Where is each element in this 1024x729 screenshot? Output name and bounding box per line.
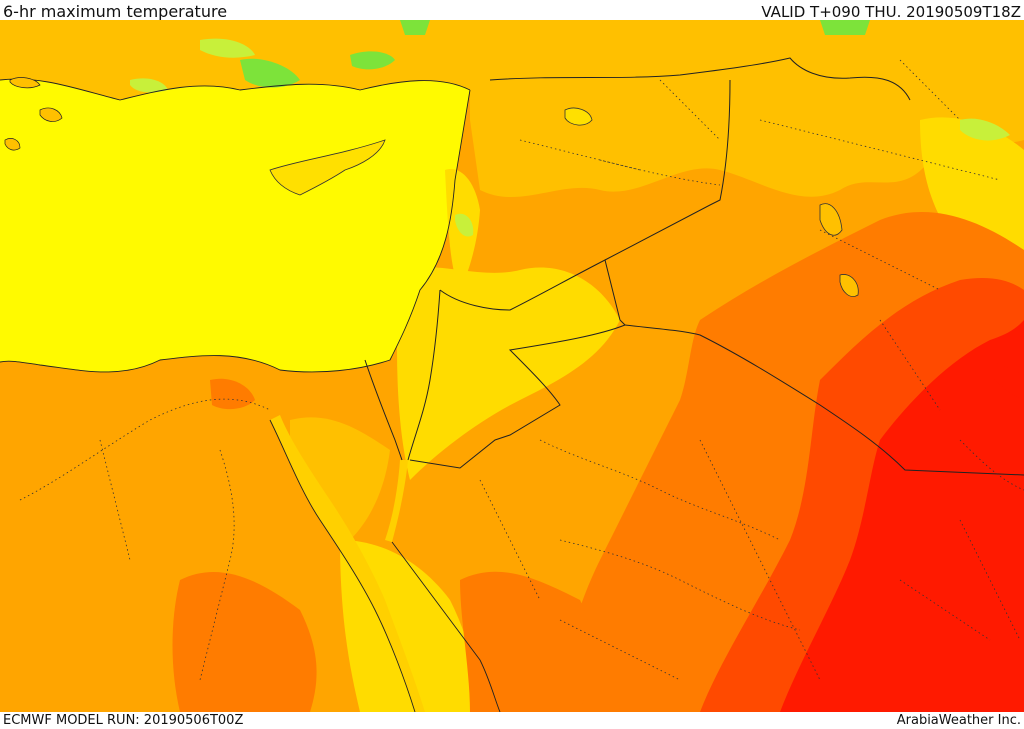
gulf-of-aqaba [385, 460, 408, 542]
temperature-map[interactable] [0, 20, 1024, 712]
valid-time-label: VALID T+090 THU. 20190509T18Z [761, 3, 1021, 21]
green-patch-taurus-3 [400, 20, 430, 35]
lake-razzaza [839, 274, 859, 297]
light-green-patch-3 [960, 118, 1010, 141]
map-title: 6-hr maximum temperature [3, 2, 228, 21]
aegean-islands [4, 77, 63, 151]
light-green-patch-1 [200, 38, 255, 58]
yellow-orange-zone-north [470, 20, 1024, 198]
lake-tharthar [819, 203, 843, 236]
jordan-border [409, 259, 626, 469]
syria-iraq-east-border [604, 79, 731, 261]
lake-assad [564, 107, 593, 126]
green-patch-taurus-2 [350, 51, 395, 70]
footer-bar: ECMWF MODEL RUN: 20190506T00Z ArabiaWeat… [0, 712, 1024, 729]
green-patch-northeast [820, 20, 870, 35]
dark-orange-zone-egypt [172, 571, 317, 712]
red-sea-coastline-east [391, 541, 501, 712]
red-sea-coastline-west [269, 419, 416, 712]
header-bar: 6-hr maximum temperature VALID T+090 THU… [0, 0, 1024, 21]
yellow-zone-sinai [290, 417, 390, 540]
light-green-patch-2 [130, 78, 168, 93]
cyprus-island [269, 139, 386, 196]
mediterranean-coastline [0, 89, 471, 373]
dark-orange-zone-south-saudi [460, 571, 592, 712]
model-run-label: ECMWF MODEL RUN: 20190506T00Z [3, 713, 244, 728]
dark-orange-spot-nile [210, 378, 255, 410]
admin-boundaries [19, 59, 1024, 681]
turkey-land [0, 20, 470, 100]
green-patch-lebanon [455, 213, 474, 237]
credit-label: ArabiaWeather Inc. [896, 713, 1021, 728]
turkey-coastline [0, 78, 471, 101]
yellow-zone-jordan [397, 267, 620, 480]
israel-jordan-border [407, 289, 441, 461]
gulf-of-suez [270, 415, 425, 712]
syria-iraq-border [489, 57, 911, 101]
mediterranean-sea [0, 79, 470, 372]
persian-gulf [990, 360, 1024, 400]
green-patch-taurus-1 [240, 58, 300, 88]
iraq-saudi-border [624, 324, 1024, 476]
red-zone [780, 320, 1024, 712]
egypt-israel-border [364, 359, 403, 461]
